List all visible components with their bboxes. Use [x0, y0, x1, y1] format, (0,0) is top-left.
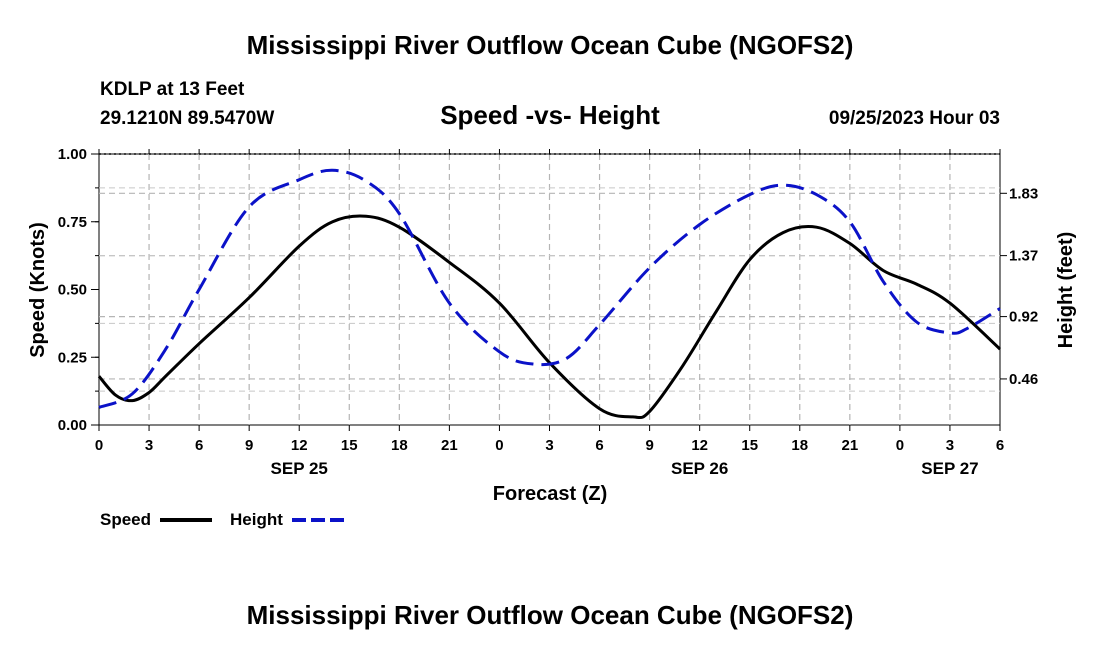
x-tick-label: 3: [545, 437, 553, 454]
legend: Speed Height: [100, 510, 344, 529]
legend-height-label: Height: [230, 510, 283, 529]
x-date-label: SEP 27: [921, 459, 978, 478]
y-axis-right-label: Height (feet): [1055, 232, 1077, 349]
x-tick-label: 9: [245, 437, 253, 454]
series-line-speed: [97, 214, 1002, 420]
run-time-label: 09/25/2023 Hour 03: [829, 108, 1000, 129]
y-right-tick-label: 0.92: [1009, 309, 1038, 326]
y-right-tick-label: 1.83: [1009, 185, 1038, 202]
x-tick-label: 21: [441, 437, 458, 454]
x-tick-label: 0: [495, 437, 503, 454]
y-left-tick-label: 0.50: [58, 282, 87, 299]
x-tick-label: 15: [341, 437, 358, 454]
coordinates-label: 29.1210N 89.5470W: [100, 108, 274, 129]
y-left-tick-label: 0.75: [58, 214, 87, 231]
y-right-tick-label: 0.46: [1009, 371, 1038, 388]
y-left-tick-label: 0.25: [58, 349, 87, 366]
chart-title: Speed -vs- Height: [440, 100, 660, 130]
x-tick-label: 12: [291, 437, 308, 454]
x-axis-label: Forecast (Z): [493, 483, 607, 505]
x-tick-label: 3: [946, 437, 954, 454]
x-date-label: SEP 25: [271, 459, 328, 478]
x-tick-label: 6: [996, 437, 1004, 454]
page-title-top: Mississippi River Outflow Ocean Cube (NG…: [247, 30, 854, 60]
x-tick-label: 18: [791, 437, 808, 454]
x-tick-label: 6: [595, 437, 603, 454]
x-tick-label: 6: [195, 437, 203, 454]
station-label: KDLP at 13 Feet: [100, 79, 245, 100]
x-tick-label: 12: [691, 437, 708, 454]
x-date-label: SEP 26: [671, 459, 728, 478]
page-title-bottom: Mississippi River Outflow Ocean Cube (NG…: [247, 600, 854, 630]
series-line-height: [98, 168, 1001, 409]
y-left-tick-label: 1.00: [58, 146, 87, 163]
x-tick-label: 18: [391, 437, 408, 454]
legend-speed-label: Speed: [100, 510, 151, 529]
y-right-tick-label: 1.37: [1009, 248, 1038, 265]
y-left-tick-label: 0.00: [58, 417, 87, 434]
grid-lines: [99, 154, 1000, 425]
x-tick-label: 3: [145, 437, 153, 454]
series-group: [97, 168, 1002, 420]
y-axis-left-label: Speed (Knots): [27, 222, 49, 358]
x-tick-label: 21: [841, 437, 858, 454]
x-tick-label: 0: [95, 437, 103, 454]
x-tick-label: 9: [645, 437, 653, 454]
x-tick-label: 15: [741, 437, 758, 454]
x-tick-label: 0: [896, 437, 904, 454]
axis-ticks: 0 3 6 9 12 15 18 21 0 3 6 9 12 15 18 21 0 3 6 0.00 0.25 0.50 0…: [58, 146, 1038, 478]
